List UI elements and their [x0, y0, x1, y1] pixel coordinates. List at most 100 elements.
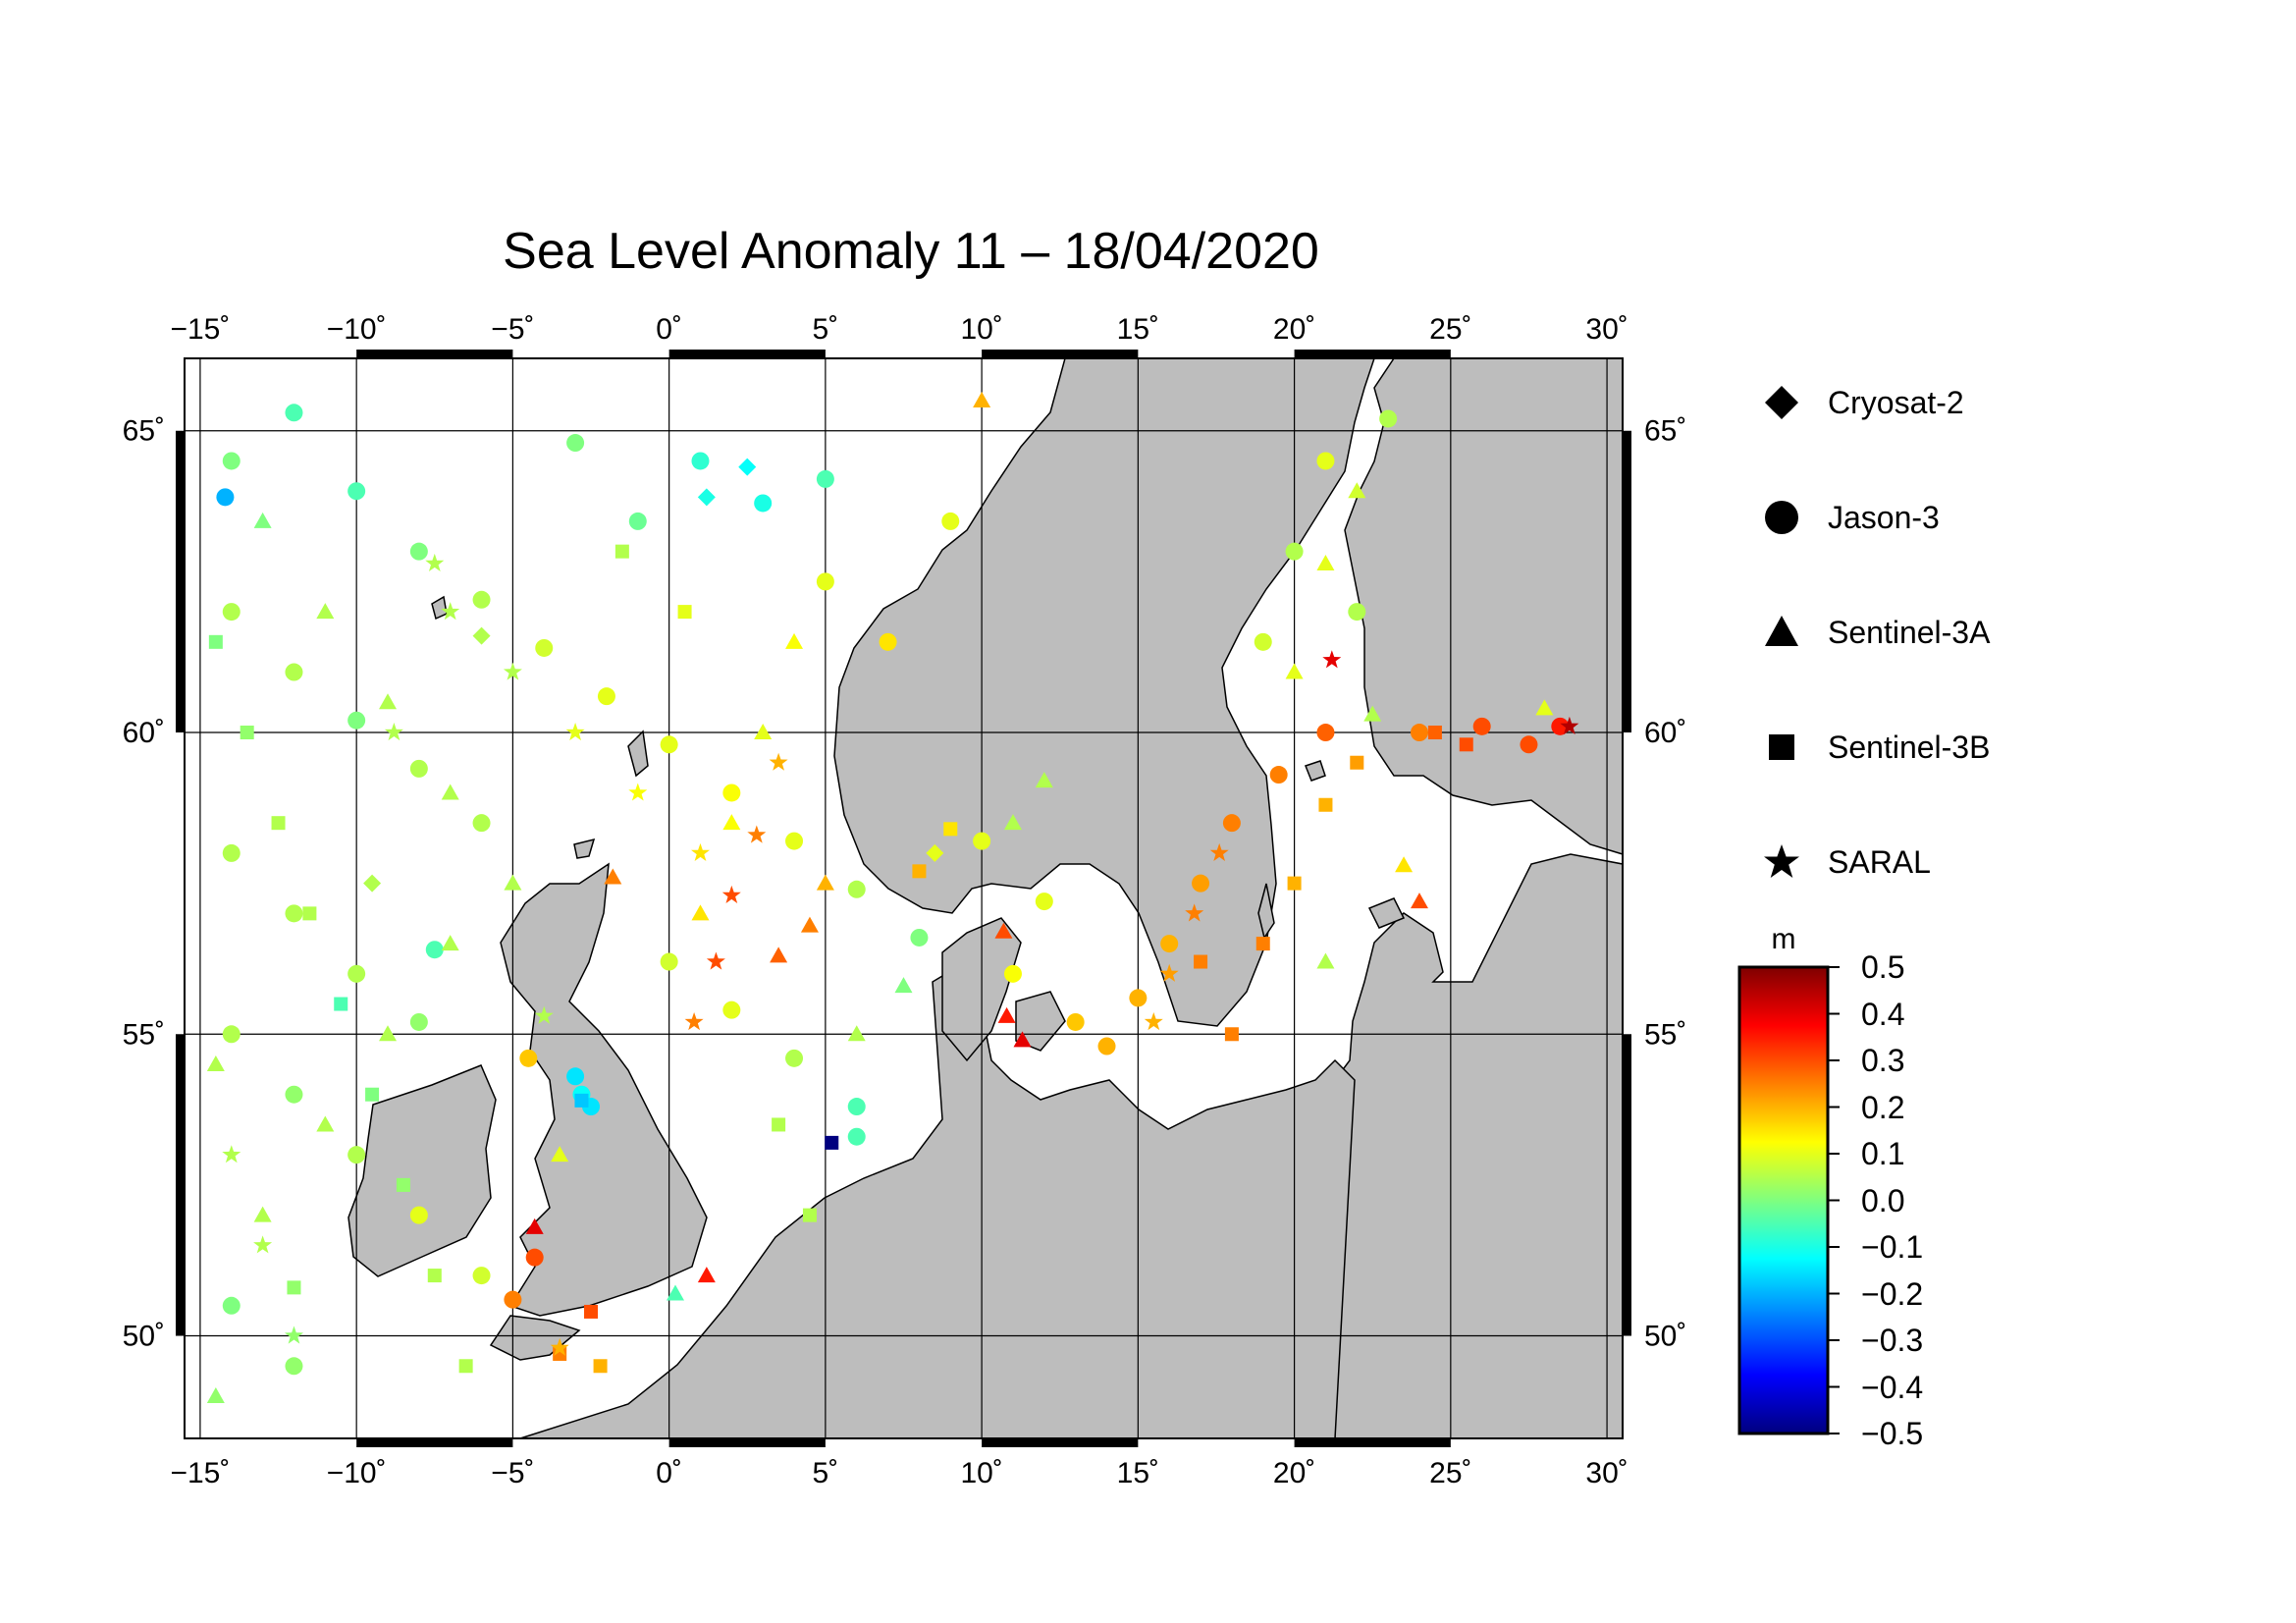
- data-point-triangle: [504, 874, 522, 891]
- data-point-triangle: [973, 392, 991, 408]
- data-point-circle: [285, 404, 303, 422]
- data-point-circle: [1348, 603, 1366, 622]
- map-frame: [184, 357, 1624, 1439]
- data-point-circle: [472, 1267, 491, 1285]
- aland-land: [1305, 760, 1326, 782]
- data-point-square: [240, 726, 254, 740]
- data-point-triangle: [604, 868, 622, 885]
- lat-tick-label-left: 65˚: [123, 415, 165, 448]
- data-point-circle: [472, 814, 491, 833]
- data-point-circle: [409, 1012, 428, 1031]
- legend-label: Cryosat-2: [1828, 384, 1964, 420]
- data-point-circle: [1551, 717, 1570, 735]
- lat-tick-label-left: 60˚: [123, 717, 165, 749]
- data-point-circle: [222, 603, 240, 622]
- data-point-triangle: [551, 1146, 569, 1163]
- data-point-circle: [409, 542, 428, 561]
- scandinavia-land: [833, 358, 1375, 1027]
- shetland-land: [627, 730, 649, 778]
- lon-tick-label-bottom: 15˚: [1117, 1457, 1159, 1489]
- data-point-circle: [409, 759, 428, 778]
- circle-icon: [1765, 501, 1798, 534]
- data-point-star: [1185, 903, 1204, 922]
- frame-bar-bottom: [982, 1438, 1139, 1447]
- data-point-triangle: [316, 603, 335, 620]
- data-point-circle: [816, 572, 834, 591]
- lon-tick-label-bottom: −5˚: [491, 1457, 534, 1489]
- data-point-star: [1159, 963, 1179, 982]
- data-point-square: [1459, 737, 1473, 752]
- data-point-square: [574, 1093, 589, 1108]
- data-point-circle: [879, 632, 897, 651]
- data-point-star: [1560, 716, 1579, 734]
- data-point-star: [534, 1005, 554, 1024]
- data-point-star: [550, 1337, 569, 1356]
- data-point-triangle: [697, 1267, 716, 1283]
- data-point-circle: [785, 1049, 804, 1067]
- data-point-circle: [566, 1067, 585, 1086]
- orkney-land: [573, 838, 596, 859]
- data-point-circle: [1192, 874, 1210, 893]
- colorbar-tick-label: −0.4: [1861, 1369, 1924, 1405]
- data-point-circle: [525, 1248, 544, 1267]
- star-icon: [1764, 844, 1799, 878]
- data-point-circle: [519, 1049, 538, 1067]
- data-point-square: [427, 1269, 442, 1283]
- data-point-triangle: [997, 1006, 1016, 1023]
- lat-tick-label-left: 50˚: [123, 1321, 165, 1353]
- data-point-square: [1427, 726, 1442, 740]
- data-point-star: [384, 723, 403, 741]
- data-point-triangle: [1316, 554, 1335, 570]
- legend-item-sentinel3b: Sentinel-3B: [1757, 718, 1990, 777]
- frame-bar-top: [1294, 350, 1451, 358]
- data-point-circle: [472, 590, 491, 609]
- data-point-circle: [1129, 989, 1148, 1007]
- data-point-triangle: [1363, 705, 1382, 722]
- lon-tick-label-top: 20˚: [1273, 313, 1315, 346]
- frame-bar-right: [1623, 430, 1631, 733]
- diamond-icon: [1765, 386, 1798, 419]
- data-point-diamond: [363, 874, 382, 893]
- data-point-square: [614, 544, 629, 559]
- data-point-square: [1318, 797, 1333, 812]
- data-point-star: [253, 1235, 273, 1254]
- data-point-circle: [572, 1085, 591, 1104]
- data-point-circle: [660, 735, 678, 754]
- frame-bar-bottom: [668, 1438, 826, 1447]
- data-point-square: [1287, 876, 1302, 891]
- data-point-star: [769, 752, 788, 771]
- data-point-triangle: [253, 512, 272, 528]
- data-point-triangle: [379, 1025, 398, 1042]
- data-point-circle: [285, 1357, 303, 1376]
- data-point-square: [334, 997, 348, 1011]
- data-point-square: [1350, 755, 1364, 770]
- data-point-circle: [973, 832, 991, 850]
- figure-title: Sea Level Anomaly 11 – 18/04/2020: [503, 223, 1319, 280]
- data-point-circle: [1003, 964, 1022, 983]
- data-point-circle: [425, 941, 444, 959]
- data-point-circle: [1222, 814, 1241, 833]
- data-point-star: [684, 1012, 704, 1031]
- legend-label: Sentinel-3B: [1828, 729, 1991, 765]
- data-point-circle: [1520, 735, 1538, 754]
- data-point-triangle: [441, 935, 459, 951]
- data-point-star: [747, 825, 767, 843]
- axis-tick-labels: −15˚ −15˚ −10˚ −10˚ −5˚ −5˚ 0˚ 0˚ 5˚ 5˚ 10˚ 10˚ 15˚ 1…: [123, 313, 1687, 1489]
- denmark-land: [941, 917, 1022, 1062]
- data-point-square: [553, 1346, 567, 1361]
- colorbar-unit: m: [1771, 923, 1796, 955]
- data-point-triangle: [1013, 1031, 1032, 1048]
- data-point-square: [772, 1117, 786, 1132]
- data-point-triangle: [722, 814, 741, 831]
- data-point-triangle: [1395, 856, 1414, 873]
- data-point-square: [365, 1087, 380, 1102]
- data-point-circle: [628, 512, 647, 530]
- data-point-circle: [597, 687, 615, 706]
- data-point-triangle: [691, 904, 710, 921]
- data-point-square: [677, 605, 692, 620]
- data-point-circle: [785, 832, 804, 850]
- colorbar-tick-label: 0.0: [1861, 1182, 1905, 1218]
- data-point-circle: [1410, 724, 1428, 742]
- data-point-square: [271, 816, 286, 831]
- data-point-circle: [222, 1025, 240, 1044]
